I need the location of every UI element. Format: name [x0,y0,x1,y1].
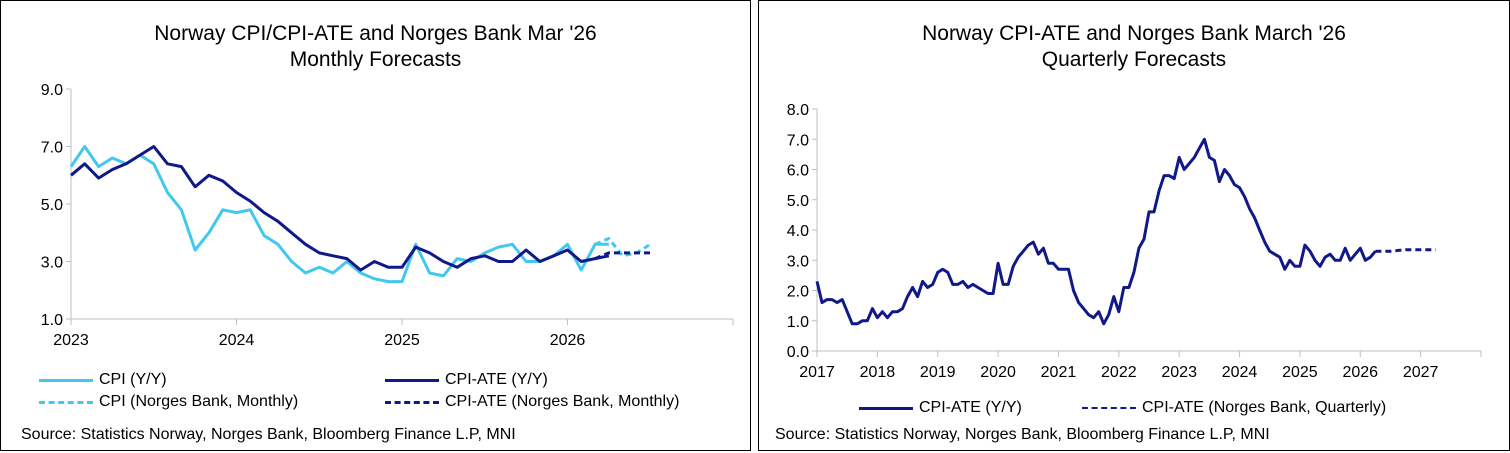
x-tick-label: 2018 [860,364,896,381]
legend-swatch [1082,407,1136,409]
x-tick-label: 2020 [980,364,1016,381]
y-tick-label: 5.0 [41,197,63,214]
y-tick-label: 3.0 [787,253,809,270]
series-line-cpi-norges-bank-monthly [594,237,652,258]
x-tick-label: 2023 [53,332,89,349]
chart-title-line1: Norway CPI/CPI-ATE and Norges Bank Mar '… [154,22,597,45]
legend-item-cpi-ate: CPI-ATE (Y/Y) [385,371,548,389]
plot-area: 0.0 1.0 2.0 3.0 4.0 5.0 6.0 7.0 8.0 2017 2018 2019 2… [787,102,1482,381]
chart-title: Norway CPI-ATE and Norges Bank March '26… [759,21,1509,73]
x-tick-label: 2023 [1161,364,1197,381]
chart-panel-quarterly: Norway CPI-ATE and Norges Bank March '26… [758,0,1510,451]
y-tick-label: 2.0 [787,284,809,301]
legend-item-cpi-forecast: CPI (Norges Bank, Monthly) [39,393,298,411]
legend-label: CPI-ATE (Y/Y) [919,399,1022,416]
legend-item-cpi: CPI (Y/Y) [39,371,167,389]
legend-label: CPI-ATE (Y/Y) [445,371,548,388]
y-tick-label: 1.0 [41,312,63,329]
series-line-cpi-ate-y-y [815,137,1377,326]
legend-swatch [859,406,913,410]
chart-title-line2: Quarterly Forecasts [1041,48,1227,71]
legend-label: CPI (Norges Bank, Monthly) [99,393,299,410]
x-tick-label: 2026 [1342,364,1378,381]
x-tick-label: 2025 [1282,364,1318,381]
series-line-cpi-y-y [69,145,609,284]
series-line-cpi-ate-norges-bank-quarterly [1375,248,1436,253]
plot-area: 1.0 3.0 5.0 7.0 9.0 2023 2024 2025 2026 [41,82,734,349]
chart-panel-monthly: Norway CPI/CPI-ATE and Norges Bank Mar '… [0,0,751,451]
x-tick-label: 2026 [550,332,586,349]
y-tick-label: 8.0 [787,102,809,119]
x-tick-label: 2017 [799,364,835,381]
y-tick-label: 7.0 [787,132,809,149]
x-tick-label: 2021 [1041,364,1077,381]
legend-item-cpi-ate-forecast: CPI-ATE (Norges Bank, Monthly) [385,393,679,411]
legend-item-cpi-ate-forecast: CPI-ATE (Norges Bank, Quarterly) [1082,399,1386,417]
x-tick-label: 2024 [219,332,255,349]
legend-label: CPI-ATE (Norges Bank, Quarterly) [1142,399,1387,416]
x-tick-label: 2022 [1101,364,1137,381]
legend-label: CPI-ATE (Norges Bank, Monthly) [445,393,680,410]
legend-swatch [39,400,93,404]
x-tick-label: 2025 [384,332,420,349]
legend-swatch [385,378,439,382]
legend-swatch [39,378,93,382]
y-tick-label: 4.0 [787,223,809,240]
x-tick-label: 2027 [1403,364,1439,381]
y-tick-label: 6.0 [787,163,809,180]
legend-item-cpi-ate: CPI-ATE (Y/Y) [859,399,1022,417]
legend-label: CPI (Y/Y) [99,371,167,388]
source-note: Source: Statistics Norway, Norges Bank, … [775,426,1270,443]
chart-title-line1: Norway CPI-ATE and Norges Bank March '26 [922,22,1346,45]
x-tick-label: 2024 [1222,364,1258,381]
chart-title-line2: Monthly Forecasts [289,48,462,71]
y-tick-label: 3.0 [41,255,63,272]
y-tick-label: 0.0 [787,344,809,361]
series-line-cpi-ate-y-y [70,145,610,272]
x-tick-label: 2019 [920,364,956,381]
y-tick-label: 5.0 [787,193,809,210]
chart-title: Norway CPI/CPI-ATE and Norges Bank Mar '… [1,21,750,73]
source-note: Source: Statistics Norway, Norges Bank, … [21,426,516,443]
legend-swatch [385,400,439,404]
y-tick-label: 1.0 [787,314,809,331]
y-tick-label: 7.0 [41,140,63,157]
y-tick-label: 9.0 [41,82,63,99]
